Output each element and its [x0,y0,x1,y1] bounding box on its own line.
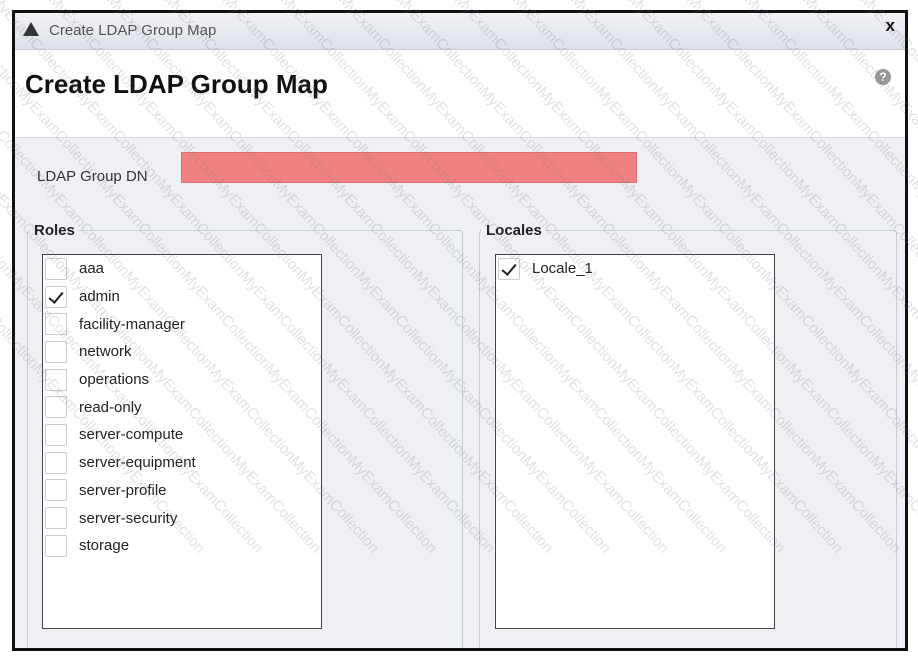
checkbox[interactable] [45,285,67,308]
checkbox[interactable] [45,257,67,280]
ldap-group-dn-input[interactable] [181,152,637,183]
item-label: network [79,343,132,361]
form-area: LDAP Group DN Roles aaa admin facility-man… [15,137,905,648]
checkbox[interactable] [45,396,67,419]
checkbox[interactable] [45,313,67,336]
checkbox[interactable] [45,451,67,474]
item-label: facility-manager [79,315,185,333]
checkbox[interactable] [45,507,67,530]
checkbox[interactable] [45,340,67,363]
item-label: server-equipment [79,454,196,472]
warning-triangle-icon [23,22,39,36]
roles-item[interactable]: facility-manager [43,310,321,338]
item-label: operations [79,371,150,389]
roles-item[interactable]: read-only [43,393,321,421]
item-label: read-only [79,398,142,416]
roles-item[interactable]: server-profile [43,477,321,505]
roles-item[interactable]: server-compute [43,421,321,449]
checkbox[interactable] [45,534,67,557]
item-label: server-security [79,509,178,527]
item-label: storage [79,537,130,555]
roles-item[interactable]: operations [43,366,321,394]
checkbox[interactable] [498,257,520,280]
roles-item[interactable]: aaa [43,255,321,283]
checkbox[interactable] [45,479,67,502]
checkbox[interactable] [45,368,67,391]
title-bar: Create LDAP Group Map x [15,13,905,50]
item-label: server-profile [79,481,167,499]
checkbox[interactable] [45,423,67,446]
locales-list[interactable]: Locale_1 [495,254,775,629]
roles-item[interactable]: server-equipment [43,449,321,477]
ldap-group-dn-label: LDAP Group DN [37,168,148,185]
close-button[interactable]: x [885,16,895,35]
locales-fieldset: Locales [479,222,897,648]
item-label: admin [79,288,120,306]
roles-item[interactable]: server-security [43,504,321,532]
roles-fieldset: Roles [27,222,463,648]
locales-item[interactable]: Locale_1 [496,255,774,283]
roles-item[interactable]: admin [43,283,321,311]
roles-legend: Roles [34,222,75,239]
window-title: Create LDAP Group Map [49,22,217,39]
dialog: Create LDAP Group Map x Create LDAP Grou… [12,10,908,651]
roles-item[interactable]: storage [43,532,321,560]
item-label: Locale_1 [532,260,593,278]
locales-legend: Locales [486,222,542,239]
page-title: Create LDAP Group Map [25,69,328,99]
item-label: aaa [79,260,105,278]
roles-list[interactable]: aaa admin facility-manager network operation… [42,254,322,629]
item-label: server-compute [79,426,184,444]
roles-item[interactable]: network [43,338,321,366]
help-icon[interactable]: ? [875,69,891,85]
